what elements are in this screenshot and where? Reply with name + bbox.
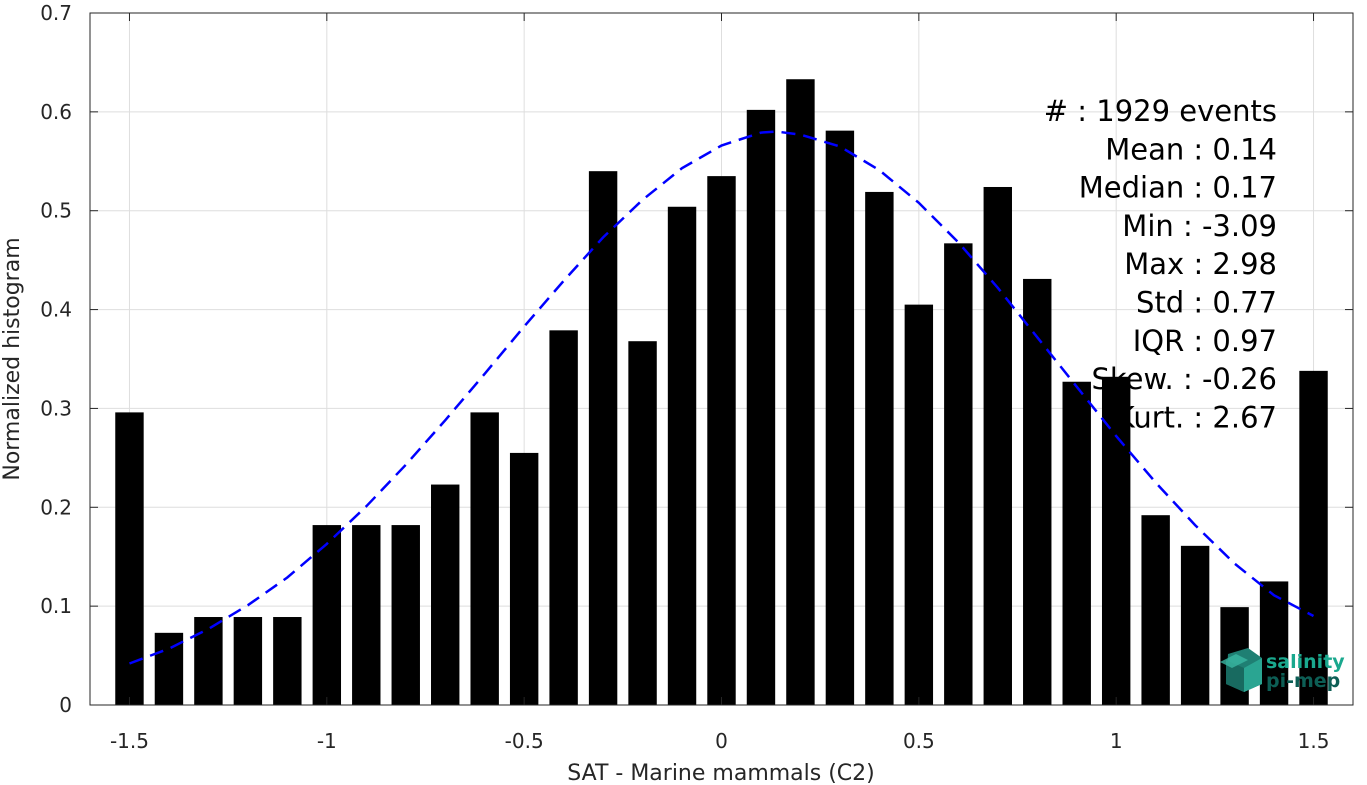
stats-line: Median : 0.17 [1079,171,1277,205]
x-tick-label: -1.5 [110,729,149,753]
x-axis-label: SAT - Marine mammals (C2) [567,761,875,785]
y-tick-label: 0.2 [40,495,72,519]
stats-line: Std : 0.77 [1136,286,1277,320]
histogram-bar [391,525,420,705]
histogram-bar [115,412,144,705]
histogram-bar [904,304,934,705]
histogram-bar [549,330,578,705]
x-tick-label: 1.5 [1298,729,1330,753]
histogram-bars [115,79,1328,706]
stats-box: # : 1929 events Mean : 0.14 Median : 0.17 M… [1044,94,1277,434]
y-tick-label: 0.7 [40,1,72,25]
logo-text-pi-mep: pi-mep [1266,670,1340,692]
histogram-bar [1180,545,1210,705]
histogram-bar [194,617,223,705]
stats-line: # : 1929 events [1044,94,1277,128]
histogram-bar [509,452,539,705]
histogram-bar [983,186,1012,705]
stats-line: IQR : 0.97 [1133,324,1277,358]
y-tick-label: 0.4 [40,298,72,322]
histogram-bar [352,525,381,705]
y-axis-ticks: 0 0.1 0.2 0.3 0.4 0.5 0.6 0.7 [40,1,1353,717]
y-tick-label: 0.1 [40,594,72,618]
stats-line: Kurt. : 2.67 [1116,400,1277,434]
histogram-bar [1023,278,1052,705]
y-tick-label: 0.5 [40,199,72,223]
histogram-bar [746,109,776,705]
histogram-bar [1259,581,1289,705]
histogram-bar [707,176,736,706]
y-tick-label: 0 [59,693,72,717]
histogram-bar [1141,515,1170,705]
histogram-bar [312,525,342,705]
histogram-bar [865,191,894,706]
cube-icon [1220,648,1262,692]
stats-line: Skew. : -0.26 [1091,362,1277,396]
stats-line: Min : -3.09 [1122,209,1277,243]
y-axis-label: Normalized histogram [0,237,25,480]
histogram-bar [786,79,815,706]
normal-fit-curve [129,130,1315,665]
histogram-bar [470,412,499,705]
histogram-bar [1101,376,1131,705]
salinity-pi-mep-logo: salinity pi-mep [1220,648,1345,692]
y-tick-label: 0.6 [40,100,72,124]
histogram-bar [825,130,855,705]
histogram-bar [588,171,618,705]
x-axis-ticks: -1.5 -1 -0.5 0 0.5 1 1.5 [110,13,1329,753]
logo-text-salinity: salinity [1266,651,1345,673]
stats-line: Max : 2.98 [1124,247,1277,281]
x-tick-label: -0.5 [505,729,544,753]
histogram-bar [273,617,302,705]
y-tick-label: 0.3 [40,396,72,420]
histogram-bar [667,206,697,705]
histogram-bar [1299,370,1328,705]
histogram-bar [628,341,657,705]
x-tick-label: 1 [1110,729,1123,753]
histogram-bar [1062,381,1091,705]
x-tick-label: -1 [317,729,337,753]
histogram-bar [233,617,263,705]
histogram-bar [944,243,973,705]
x-tick-label: 0 [715,729,728,753]
stats-line: Mean : 0.14 [1105,132,1277,166]
histogram-bar [431,484,460,705]
x-tick-label: 0.5 [903,729,935,753]
